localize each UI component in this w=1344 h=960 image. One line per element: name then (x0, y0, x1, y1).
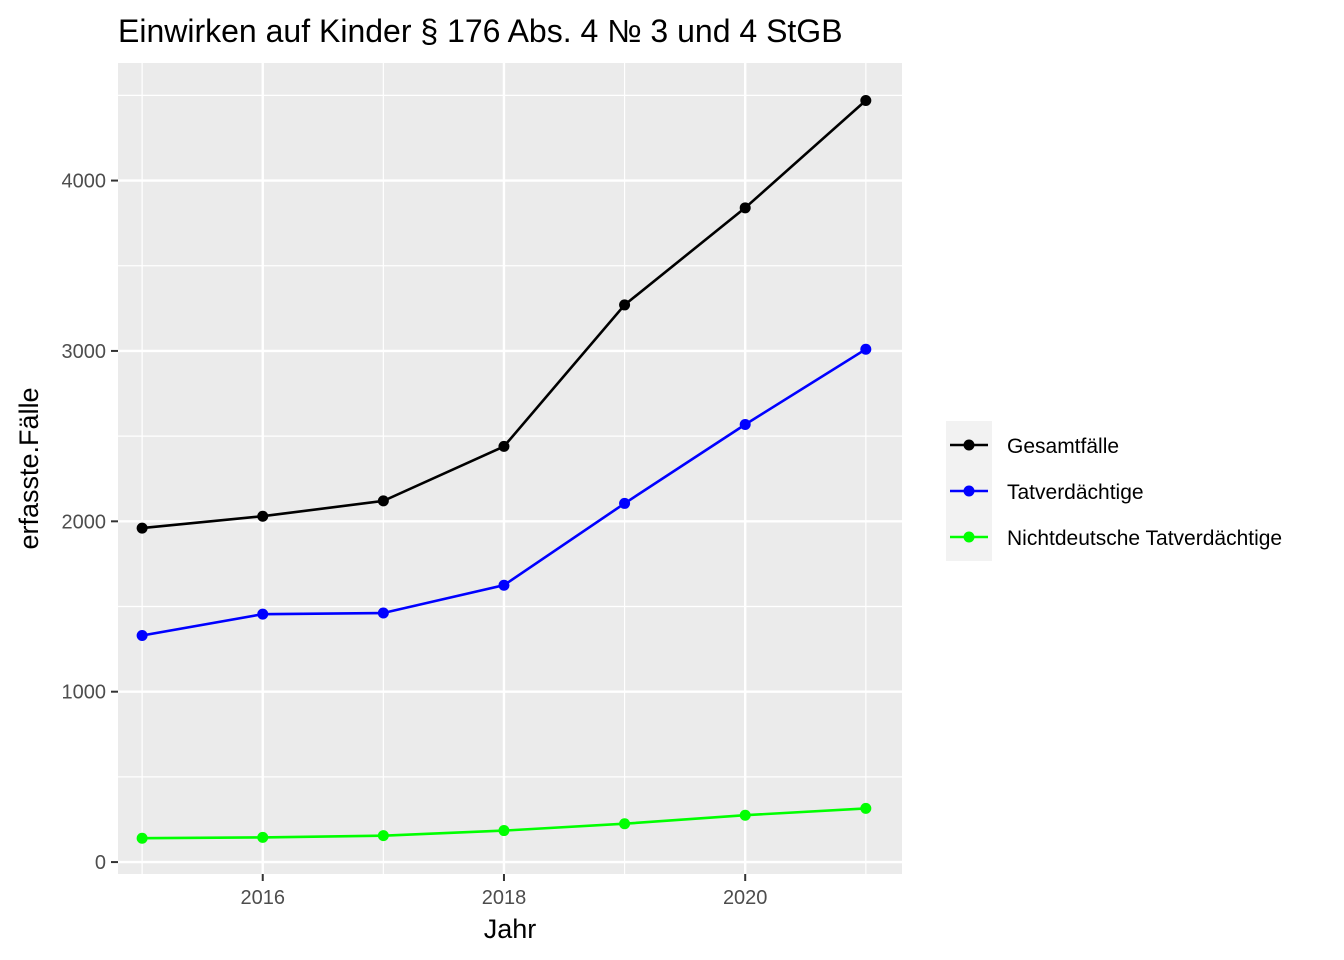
grid-major (118, 63, 902, 874)
legend-label: Nichtdeutsche Tatverdächtige (1007, 527, 1282, 550)
data-point (619, 497, 631, 509)
y-tick-label: 1000 (62, 682, 107, 704)
y-tick-label: 3000 (62, 341, 107, 363)
data-point (377, 607, 389, 619)
data-point (739, 202, 751, 214)
legend-key-point (963, 531, 975, 543)
x-tick-label: 2016 (240, 887, 285, 909)
data-point (257, 510, 269, 522)
y-axis: 0 1000 2000 3000 4000 (62, 171, 118, 874)
data-point (860, 343, 872, 355)
legend-item: Gesamtfälle (950, 435, 1119, 458)
legend: Gesamtfälle Tatverdächtige Nichtdeutsche T… (946, 421, 1282, 561)
grid-minor (118, 63, 902, 874)
y-tick-label: 0 (95, 852, 106, 874)
data-point (498, 579, 510, 591)
legend-key-point (963, 439, 975, 451)
data-point (498, 825, 510, 837)
data-point (377, 495, 389, 507)
plot-panel (118, 63, 902, 874)
data-point (136, 832, 148, 844)
data-point (739, 419, 751, 431)
data-point (136, 629, 148, 641)
chart-title: Einwirken auf Kinder § 176 Abs. 4 № 3 un… (118, 13, 843, 49)
data-point (377, 830, 389, 842)
legend-key-point (963, 485, 975, 497)
series-1 (136, 343, 872, 641)
legend-item: Nichtdeutsche Tatverdächtige (950, 527, 1282, 550)
legend-label: Tatverdächtige (1007, 481, 1144, 504)
y-axis-title: erfasste.Fälle (14, 387, 44, 549)
data-point (257, 608, 269, 620)
y-tick-label: 4000 (62, 171, 107, 193)
data-point (860, 802, 872, 814)
x-axis-title: Jahr (484, 914, 537, 944)
data-point (619, 818, 631, 830)
legend-label: Gesamtfälle (1007, 435, 1119, 458)
data-point (498, 440, 510, 452)
data-point (739, 809, 751, 821)
series-2 (136, 802, 872, 844)
series-0 (136, 94, 872, 534)
legend-item: Tatverdächtige (950, 481, 1144, 504)
x-tick-label: 2020 (723, 887, 768, 909)
x-axis: 2016 2018 2020 (240, 874, 767, 909)
y-tick-label: 2000 (62, 511, 107, 533)
data-point (136, 522, 148, 534)
x-tick-label: 2018 (482, 887, 527, 909)
data-point (257, 831, 269, 843)
data-point (860, 94, 872, 106)
data-point (619, 299, 631, 311)
series-layer (136, 94, 872, 844)
